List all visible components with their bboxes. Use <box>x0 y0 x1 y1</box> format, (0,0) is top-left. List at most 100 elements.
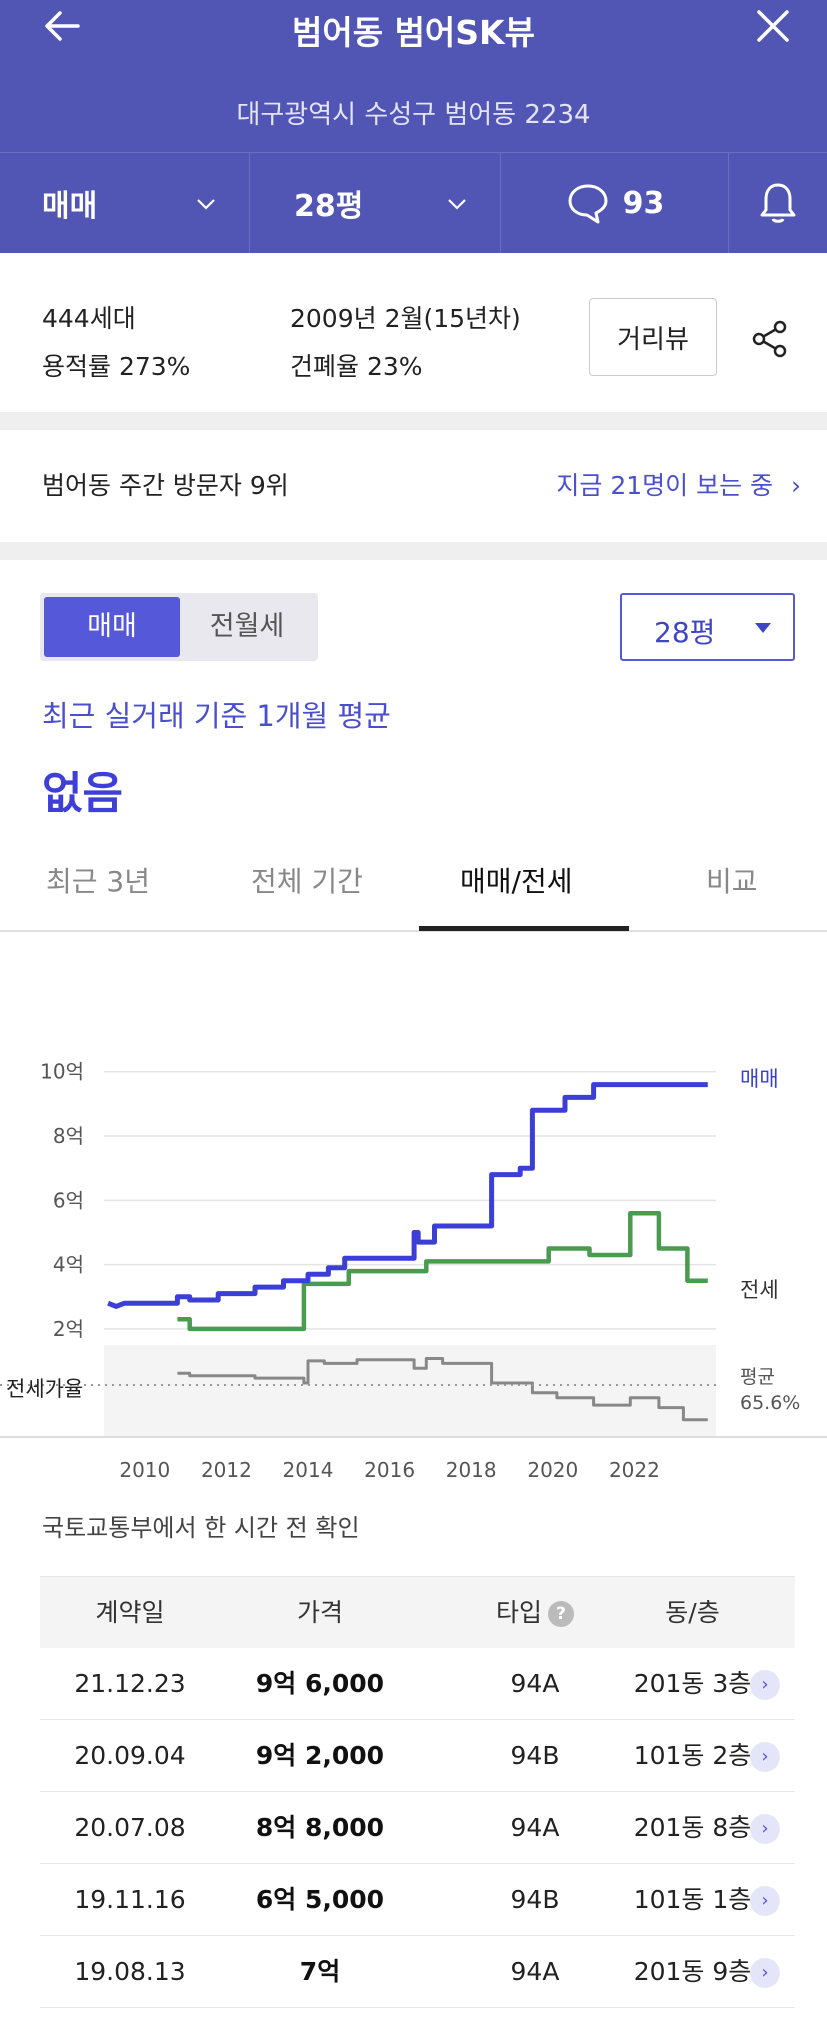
row-unit: 201동 3층 <box>633 1669 752 1698</box>
chevron-right-icon[interactable]: › <box>750 1814 780 1844</box>
x-tick-label: 2022 <box>609 1458 660 1482</box>
address-text: 대구광역시 수성구 범어동 2234 <box>236 100 591 130</box>
viewing-now-text: 지금 21명이 보는 중 <box>556 471 774 500</box>
table-row[interactable]: 19.11.16 6억 5,000 94B 101동 1층 › <box>40 1864 795 1936</box>
row-date: 19.11.16 <box>74 1885 186 1914</box>
header-type: 타입? <box>440 1577 630 1649</box>
average-basis-text: 최근 실거래 기준 1개월 평균 <box>42 699 391 733</box>
row-type: 94A <box>510 1957 560 1986</box>
chevron-right-icon[interactable]: › <box>750 1886 780 1916</box>
row-unit: 201동 8층 <box>633 1813 752 1842</box>
average-price-value: 없음 <box>42 768 123 819</box>
x-tick-label: 2014 <box>283 1458 334 1482</box>
row-type: 94B <box>510 1885 560 1914</box>
header-unit: 동/층 <box>665 1598 720 1627</box>
header-price: 가격 <box>296 1598 343 1627</box>
visitor-banner[interactable]: 범어동 주간 방문자 9위 지금 21명이 보는 중 › <box>0 430 827 542</box>
ratio-label: 전세가율 <box>6 1377 83 1401</box>
tab-compare[interactable]: 비교 <box>706 865 758 898</box>
transactions-table: 계약일 가격 타입? 동/층 21.12.23 9억 6,000 94A 201동 3… <box>40 1576 795 2008</box>
y-tick-label: 2억 <box>53 1317 84 1341</box>
active-tab-indicator <box>419 926 629 931</box>
x-tick-label: 2012 <box>201 1458 252 1482</box>
period-tabs: 최근 3년 전체 기간 매매/전세 비교 <box>0 850 827 932</box>
sale-series-line <box>107 1082 708 1309</box>
source-note: 국토교통부에서 한 시간 전 확인 <box>42 1514 360 1542</box>
y-tick-label: 8억 <box>53 1124 84 1148</box>
building-coverage-text: 건폐율 23% <box>290 352 423 381</box>
notification-button[interactable] <box>729 153 827 253</box>
back-arrow-icon[interactable] <box>38 2 86 50</box>
share-icon[interactable] <box>748 317 792 361</box>
app-header: 범어동 범어SK뷰 대구광역시 수성구 범어동 2234 매매 28평 93 <box>0 0 827 253</box>
households-text: 444세대 <box>42 304 136 333</box>
x-tick-label: 2018 <box>446 1458 497 1482</box>
chevron-down-icon <box>448 199 466 210</box>
legend-jeonse: 전세 <box>740 1278 779 1302</box>
toggle-rent[interactable]: 전월세 <box>209 611 285 642</box>
row-price: 6억 5,000 <box>255 1885 385 1914</box>
floor-area-ratio-text: 용적률 273% <box>42 352 191 381</box>
row-unit: 101동 1층 <box>633 1885 752 1914</box>
bell-icon <box>760 183 796 223</box>
deal-type-label: 매매 <box>42 189 98 224</box>
street-view-button[interactable]: 거리뷰 <box>589 298 717 376</box>
table-row[interactable]: 21.12.23 9억 6,000 94A 201동 3층 › <box>40 1648 795 1720</box>
row-price: 9억 2,000 <box>255 1741 385 1770</box>
row-unit: 201동 9층 <box>633 1957 752 1986</box>
deal-type-dropdown[interactable]: 매매 <box>0 153 250 253</box>
legend-sale: 매매 <box>740 1067 779 1091</box>
section-divider <box>0 412 827 430</box>
comments-button[interactable]: 93 <box>501 153 729 253</box>
price-chart-svg: 10억 8억 6억 4억 2억 2010 2012 2014 2016 2018 2020 2022… <box>0 1060 827 1482</box>
filter-bar: 매매 28평 93 <box>0 152 827 253</box>
table-header: 계약일 가격 타입? 동/층 <box>40 1576 795 1648</box>
header-type-label: 타입 <box>495 1598 542 1627</box>
row-unit: 101동 2층 <box>633 1741 752 1770</box>
row-type: 94A <box>510 1669 560 1698</box>
y-tick-label: 4억 <box>53 1253 84 1277</box>
trade-type-toggle: 매매 전월세 <box>40 593 318 661</box>
row-price: 7억 <box>299 1957 341 1986</box>
chevron-down-icon <box>197 199 215 210</box>
row-price: 9억 6,000 <box>255 1669 385 1698</box>
row-date: 20.07.08 <box>74 1813 186 1842</box>
chevron-right-icon[interactable]: › <box>750 1742 780 1772</box>
table-row[interactable]: 19.08.13 7억 94A 201동 9층 › <box>40 1936 795 2008</box>
close-icon[interactable] <box>749 2 797 50</box>
viewing-now-link[interactable]: 지금 21명이 보는 중 › <box>556 466 801 502</box>
caret-down-icon <box>755 623 771 633</box>
tab-all-period[interactable]: 전체 기간 <box>251 865 363 898</box>
size-label: 28평 <box>294 189 364 224</box>
built-year-text: 2009년 2월(15년차) <box>290 304 521 333</box>
size-select[interactable]: 28평 <box>620 593 795 661</box>
comment-count: 93 <box>622 185 665 221</box>
row-date: 21.12.23 <box>74 1669 186 1698</box>
tab-recent-3y[interactable]: 최근 3년 <box>46 865 150 898</box>
chevron-right-icon[interactable]: › <box>750 1670 780 1700</box>
ratio-average-label: 평균 <box>740 1366 775 1388</box>
complex-info: 444세대 2009년 2월(15년차) 용적률 273% 건폐율 23% 거리… <box>0 253 827 412</box>
size-dropdown[interactable]: 28평 <box>250 153 501 253</box>
help-icon[interactable]: ? <box>548 1601 574 1627</box>
x-tick-label: 2016 <box>364 1458 415 1482</box>
y-tick-label: 6억 <box>53 1188 84 1212</box>
row-price: 8억 8,000 <box>255 1813 385 1842</box>
y-tick-label: 10억 <box>40 1060 84 1084</box>
row-type: 94A <box>510 1813 560 1842</box>
table-body: 21.12.23 9억 6,000 94A 201동 3층 › 20.09.04 9억 2,… <box>40 1648 795 2008</box>
table-row[interactable]: 20.07.08 8억 8,000 94A 201동 8층 › <box>40 1792 795 1864</box>
speech-bubble-icon <box>568 184 608 224</box>
table-row[interactable]: 20.09.04 9억 2,000 94B 101동 2층 › <box>40 1720 795 1792</box>
chevron-right-icon[interactable]: › <box>750 1958 780 1988</box>
header-date: 계약일 <box>95 1598 165 1627</box>
x-tick-label: 2010 <box>119 1458 170 1482</box>
row-type: 94B <box>510 1741 560 1770</box>
row-date: 20.09.04 <box>74 1741 186 1770</box>
row-date: 19.08.13 <box>74 1957 186 1986</box>
tab-sale-jeonse[interactable]: 매매/전세 <box>460 865 573 898</box>
toggle-sale[interactable]: 매매 <box>44 597 180 657</box>
chevron-right-icon: › <box>791 471 801 500</box>
page-title: 범어동 범어SK뷰 <box>292 13 535 52</box>
visitor-rank-text: 범어동 주간 방문자 9위 <box>42 471 289 500</box>
